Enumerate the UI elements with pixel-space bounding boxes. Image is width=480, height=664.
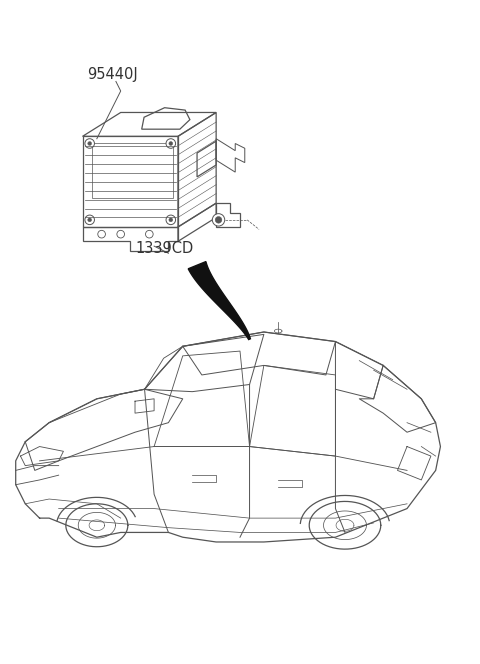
Circle shape: [88, 218, 92, 222]
Circle shape: [212, 214, 225, 226]
Text: 95440J: 95440J: [87, 67, 138, 82]
Text: 1339CD: 1339CD: [135, 241, 193, 256]
Circle shape: [166, 139, 176, 148]
Circle shape: [215, 216, 222, 223]
Circle shape: [169, 218, 173, 222]
Circle shape: [85, 215, 95, 224]
Circle shape: [85, 139, 95, 148]
Polygon shape: [188, 262, 251, 339]
Circle shape: [169, 141, 173, 145]
Circle shape: [166, 215, 176, 224]
Circle shape: [88, 141, 92, 145]
